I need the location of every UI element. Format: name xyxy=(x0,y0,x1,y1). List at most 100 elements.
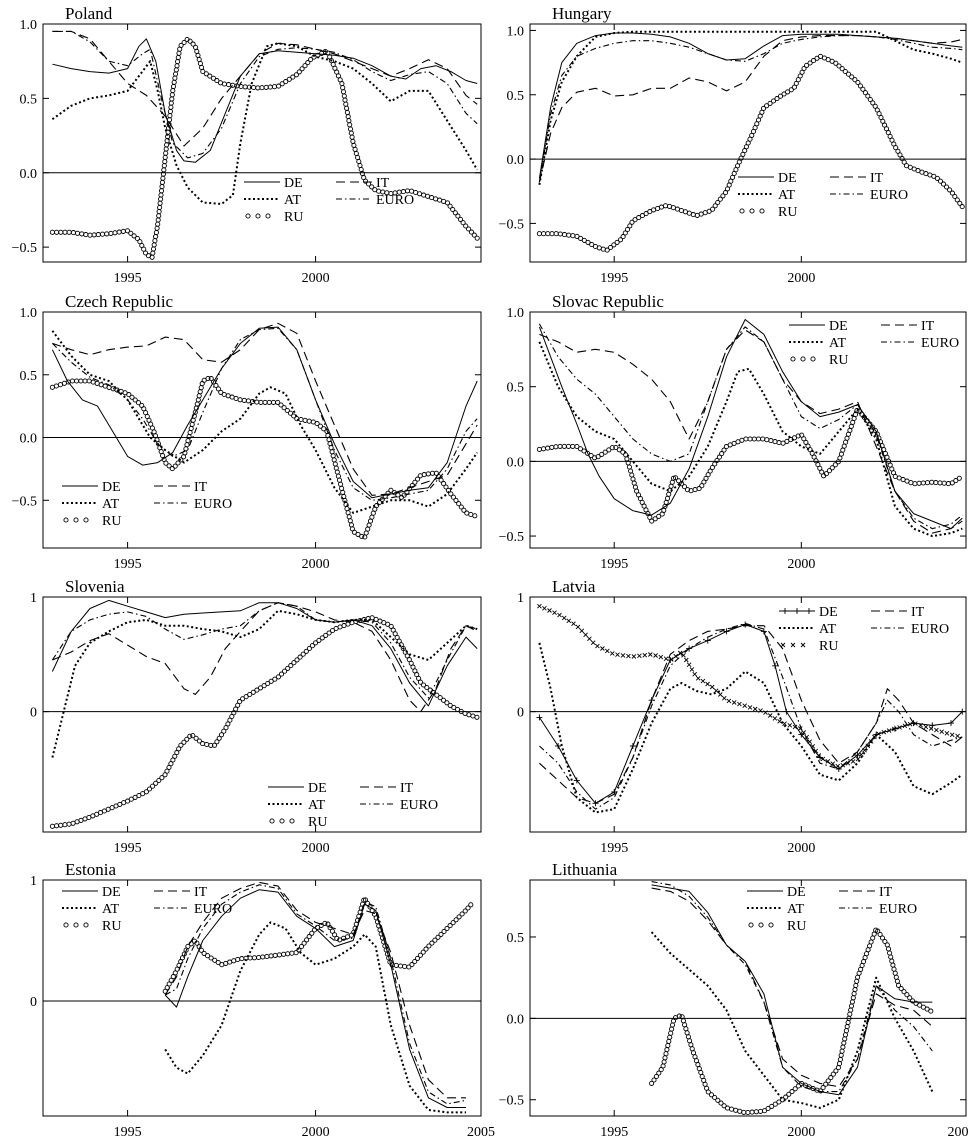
series-ru-marker xyxy=(859,411,865,417)
series-ru-marker xyxy=(701,479,707,485)
series-ru-marker xyxy=(250,689,256,695)
series-ru-marker xyxy=(108,230,114,236)
series-ru-marker xyxy=(747,436,753,442)
series-ru-marker xyxy=(656,513,662,519)
legend-ru-label: RU xyxy=(308,815,327,830)
series-ru-marker xyxy=(190,417,196,423)
series-ru-marker xyxy=(872,427,878,433)
series-ru-marker xyxy=(937,480,943,486)
series-ru-marker xyxy=(321,426,327,432)
series-ru-marker xyxy=(785,89,791,95)
series-ru-marker xyxy=(457,216,464,222)
legend-ru-swatch xyxy=(800,356,806,362)
series-ru-marker xyxy=(839,66,845,72)
series-ru-marker xyxy=(158,192,164,198)
series-ru-marker xyxy=(717,196,723,202)
series-ru-marker xyxy=(164,142,170,148)
series-ru-marker xyxy=(928,726,934,731)
series-ru-marker xyxy=(902,723,908,729)
series-ru-marker xyxy=(438,477,444,483)
series-ru-marker xyxy=(200,68,206,75)
series-ru-marker xyxy=(853,982,859,989)
series-ru-marker xyxy=(721,447,727,453)
series-ru-marker xyxy=(304,937,310,943)
chart-panel-slovac-republic: Slovac Republic −0.5 0.0 0.5 1.0 1995 2000 DE IT… xyxy=(499,292,967,572)
series-ru-marker xyxy=(729,1106,735,1112)
series-ru-marker xyxy=(797,726,803,731)
legend-ru-label: RU xyxy=(778,205,797,220)
series-group xyxy=(536,319,963,538)
series-ru-marker xyxy=(207,73,213,79)
series-ru-marker xyxy=(391,490,397,496)
series-ru-marker xyxy=(176,50,182,56)
series-ru-marker xyxy=(471,232,477,238)
series-ru-marker xyxy=(344,506,350,512)
series-ru-marker xyxy=(743,436,749,442)
series-ru-marker xyxy=(789,1089,795,1095)
series-ru-marker xyxy=(668,1030,674,1036)
series-ru-marker xyxy=(916,480,922,486)
series-ru-marker xyxy=(924,480,931,486)
series-ru-marker xyxy=(934,727,939,733)
series-ru-marker xyxy=(349,134,355,140)
panel-title: Hungary xyxy=(552,4,612,23)
series-ru-marker xyxy=(347,126,354,132)
series-ru-marker xyxy=(276,83,282,89)
series-ru-marker xyxy=(162,154,168,160)
series-ru-marker xyxy=(297,654,303,660)
series-ru-marker xyxy=(289,950,295,956)
series-ru-marker xyxy=(258,399,264,405)
series-ru-marker xyxy=(749,1109,755,1115)
series-ru-marker xyxy=(540,446,547,452)
legend-ru-label: RU xyxy=(284,210,303,225)
legend-at-label: AT xyxy=(102,497,120,512)
series-ru-marker xyxy=(954,197,960,203)
series-ru-marker xyxy=(899,156,905,162)
series-ru-marker xyxy=(78,378,84,384)
series-ru-marker xyxy=(613,444,619,451)
series-ru-marker xyxy=(414,955,421,961)
series-ru-marker xyxy=(285,665,291,671)
series-ru-marker xyxy=(355,531,361,537)
series-ru-marker xyxy=(172,463,178,469)
series-ru-marker xyxy=(159,775,165,781)
series-ru-marker xyxy=(185,438,191,444)
series-ru-marker xyxy=(614,239,620,245)
series-ru-marker xyxy=(545,231,551,237)
legend-at-label: AT xyxy=(778,188,796,203)
series-ru-marker xyxy=(317,423,323,429)
legend-euro-label: EURO xyxy=(376,193,414,208)
series-ru-marker xyxy=(185,943,191,949)
series-at-line xyxy=(650,931,934,1109)
series-ru-marker xyxy=(642,652,648,658)
series-at-line xyxy=(538,341,963,538)
series-ru-marker xyxy=(865,743,871,749)
series-ru-marker xyxy=(265,680,271,687)
series-ru-marker xyxy=(757,1108,764,1114)
series-ru-marker xyxy=(369,908,375,914)
series-ru-marker xyxy=(456,501,462,507)
series-ru-marker xyxy=(536,446,542,452)
series-ru-marker xyxy=(458,504,464,510)
x-tick-label: 1995 xyxy=(114,557,142,572)
series-ru-marker xyxy=(864,418,870,424)
series-ru-marker xyxy=(887,950,893,956)
series-ru-marker xyxy=(172,75,178,81)
series-it-line xyxy=(539,625,963,804)
x-tick-label: 200 xyxy=(948,1125,969,1140)
series-ru-marker xyxy=(69,378,75,384)
series-ru-marker xyxy=(452,210,458,216)
series-ru-marker xyxy=(279,81,285,87)
series-ru-marker xyxy=(275,399,281,405)
series-ru-marker xyxy=(343,101,349,107)
series-ru-marker xyxy=(545,445,551,451)
series-ru-marker xyxy=(454,706,461,712)
series-ru-marker xyxy=(143,250,149,256)
series-ru-marker xyxy=(259,85,265,91)
series-euro-line xyxy=(52,30,478,159)
series-ru-marker xyxy=(359,170,365,177)
series-ru-marker xyxy=(444,925,450,932)
series-ru-marker xyxy=(760,105,767,111)
series-ru-marker xyxy=(662,203,669,209)
